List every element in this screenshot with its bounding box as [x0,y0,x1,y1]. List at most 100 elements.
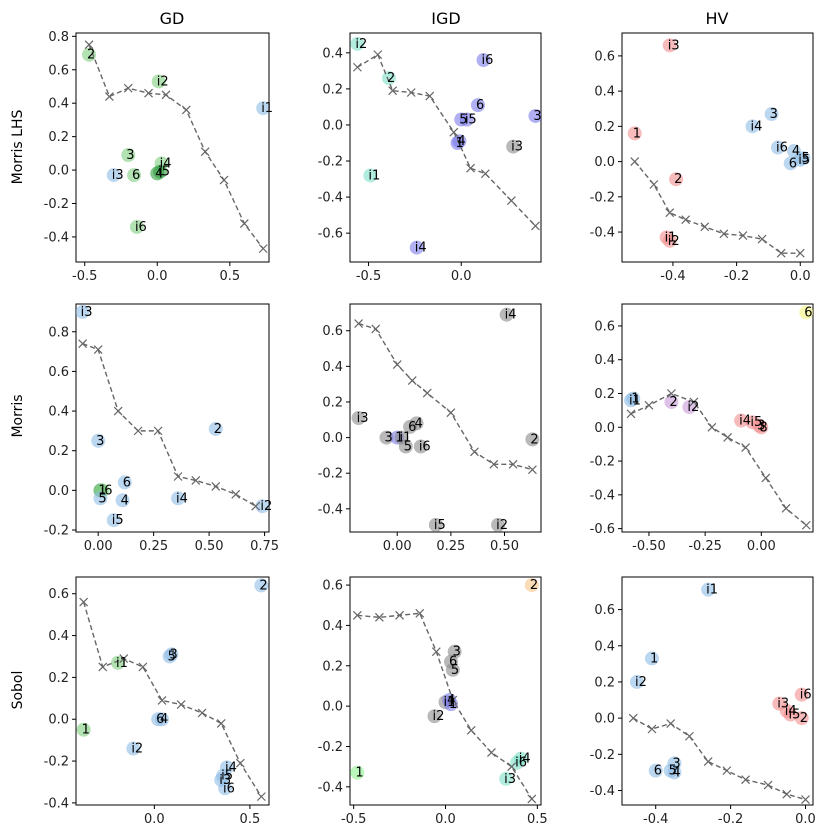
front-marker [371,324,381,334]
point-label: i2 [635,675,647,690]
front-marker [425,91,435,101]
point-label: i3 [668,38,680,53]
scatter-point [409,240,424,255]
x-tick-label: -0.25 [688,539,722,554]
point-label: i4 [505,308,517,323]
x-tick-label: 0.00 [383,539,412,554]
point-label: i2 [687,400,699,415]
scatter-point [745,119,760,134]
front-marker [763,780,773,790]
point-label: 4 [792,144,800,159]
front-marker [256,792,266,802]
scatter-point [476,53,491,68]
y-tick-label: -0.6 [318,227,343,242]
point-label: i3 [504,772,516,787]
point-label: i4 [519,752,531,767]
point-label: i4 [225,760,237,775]
point-label: 3 [672,756,680,771]
point-label: 1 [98,483,106,498]
x-tick-label: -0.5 [356,269,381,284]
point-label: i5 [158,165,170,180]
point-label: 2 [674,172,682,187]
x-tick-label: -0.2 [724,269,749,284]
front-marker [707,422,717,432]
scatter-point [770,140,785,155]
x-tick-label: 0.0 [795,812,816,827]
point-label: i6 [776,141,788,156]
front-marker [781,503,791,513]
scatter-point [76,722,91,737]
scatter-point [256,101,269,116]
scatter-point [398,439,413,454]
scatter-point [413,439,428,454]
y-tick-label: -0.2 [44,524,69,539]
row-title-sobol: Sobol [10,671,26,710]
y-tick-label: 0.0 [48,484,69,499]
y-tick-label: 0.0 [48,164,69,179]
scatter-point [528,108,541,123]
scatter-point [444,697,459,712]
front-marker [466,725,476,735]
point-label: i3 [219,773,231,788]
front-line [630,392,807,526]
y-tick-label: 0.2 [48,671,69,686]
front-marker [123,83,133,93]
y-tick-label: -0.2 [590,748,615,763]
scatter-point [524,578,539,593]
panel-data [623,305,813,530]
point-label: 1 [355,766,363,781]
point-label: 6 [476,98,484,113]
point-label: 2 [259,578,267,593]
front-marker [93,345,103,355]
point-label: 3 [757,419,765,434]
front-marker [84,40,94,50]
scatter-point [127,168,142,183]
panel-igd-morris: 0.00 0.25 0.50 -0.4 -0.2 0.0 0.2 0.4 0.6 i4 i3 46 3 1… [318,303,542,554]
panel-gd-morris: 0.00 0.25 0.50 0.75 -0.2 0.0 0.2 0.4 0.6 0.8 i3 2 3 1… [44,303,279,554]
x-tick-label: -0.50 [632,539,666,554]
panel-hv-sobol: -0.4 -0.2 0.0 -0.4 -0.2 0.0 0.2 0.4 0.6 i1 1i2 i6 i3… [590,576,816,827]
front-marker [173,472,183,481]
front-line [88,44,264,250]
y-tick-label: -0.2 [44,755,69,770]
point-label: i2 [432,709,444,724]
point-label: i3 [511,140,523,155]
point-label: 6 [654,764,662,779]
front-marker [133,426,143,436]
scatter-point [783,707,798,722]
scatter-point [151,74,166,89]
x-tick-label: 0.00 [84,539,113,554]
x-tick-label: 0.25 [436,539,465,554]
point-label: i3 [357,411,369,426]
front-marker [219,175,229,185]
axes-frame [621,303,814,533]
point-label: i2 [668,234,680,249]
front-marker [211,481,221,491]
scatter-point [510,755,525,770]
y-tick-label: 0.2 [322,395,343,410]
front-marker [144,88,153,98]
x-tick-label: 0.5 [219,269,240,284]
scatter-point [491,517,506,532]
scatter-point [82,47,97,62]
front-marker [508,459,518,469]
front-marker [470,447,479,457]
scatter-point [470,98,485,113]
front-marker [531,221,540,231]
front-marker [392,360,402,369]
front-marker [782,789,792,799]
scatter-point [93,491,108,506]
front-marker [703,757,713,766]
point-label: 3 [453,645,461,660]
y-tick-label: -0.4 [590,784,615,799]
panel-data [628,582,810,804]
scatter-point [626,391,641,406]
front-marker [722,766,732,776]
point-label: 6 [132,168,140,183]
scatter-point [208,421,223,436]
point-label: i1 [116,656,128,671]
scatter-point [450,135,465,150]
row-title-morris: Morris [10,394,26,437]
point-label: 2 [669,395,677,410]
y-tick-label: 0.2 [594,675,615,690]
